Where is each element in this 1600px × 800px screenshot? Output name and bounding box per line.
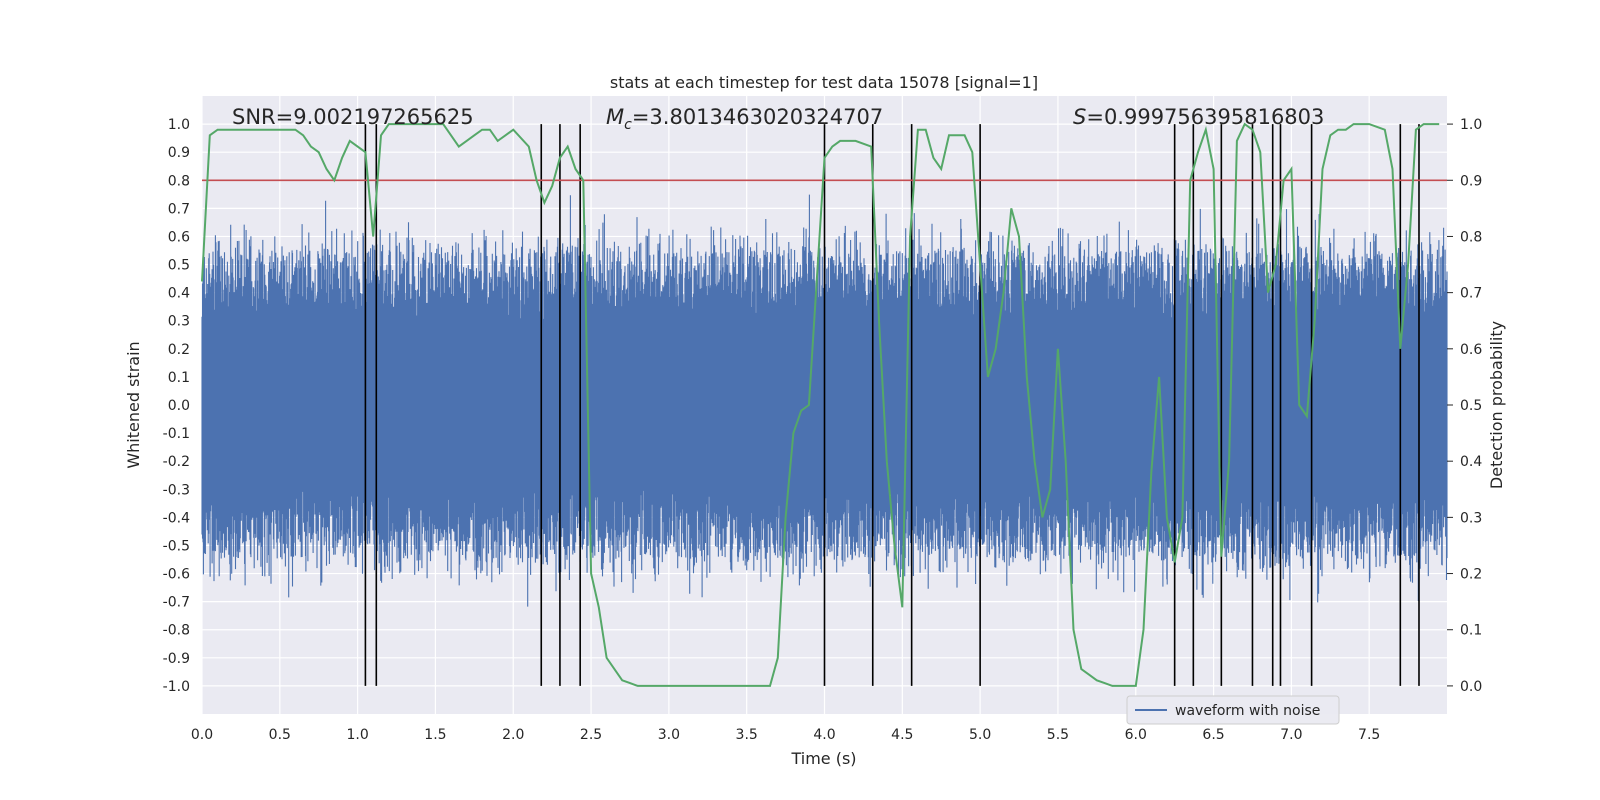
chirp-mass-annotation: Mc=3.8013463020324707 xyxy=(606,105,883,133)
x-tick-label: 4.5 xyxy=(891,727,913,743)
y2-tick-label: 0.4 xyxy=(1460,454,1482,470)
mc-value: =3.8013463020324707 xyxy=(632,105,883,129)
y2-tick-label: 0.8 xyxy=(1460,229,1482,245)
x-tick-labels: 0.0 0.5 1.0 1.5 2.0 2.5 3.0 3.5 4.0 4.5 5.0 5.5 6.0 6… xyxy=(191,727,1380,743)
detection-vertical-lines xyxy=(364,124,1420,686)
y-axis-label: Whitened strain xyxy=(124,341,143,468)
waveform-series xyxy=(201,194,1448,607)
s-annotation: S=0.999756395816803 xyxy=(1073,105,1324,129)
y-tick-label: 1.0 xyxy=(168,117,190,133)
y-tick-label: -0.2 xyxy=(163,454,190,470)
y-tick-label: -0.7 xyxy=(163,595,190,611)
s-symbol: S xyxy=(1073,105,1086,129)
y-tick-label: -0.6 xyxy=(163,567,190,583)
y2-tick-label: 0.1 xyxy=(1460,623,1482,639)
x-tick-label: 5.0 xyxy=(969,727,991,743)
snr-annotation: SNR=9.002197265625 xyxy=(232,105,474,129)
y-tick-label: 0.3 xyxy=(168,314,190,330)
y2-tick-label: 0.5 xyxy=(1460,398,1482,414)
x-tick-label: 0.0 xyxy=(191,727,213,743)
y-tick-label: 0.0 xyxy=(168,398,190,414)
y-tick-label: 0.8 xyxy=(168,173,190,189)
y-tick-labels: 1.0 0.9 0.8 0.7 0.6 0.5 0.4 0.3 0.2 0.1 0.0 -0.1 -0.… xyxy=(163,117,190,695)
y-tick-label: 0.5 xyxy=(168,258,190,274)
x-tick-label: 2.0 xyxy=(502,727,524,743)
x-tick-label: 6.0 xyxy=(1125,727,1147,743)
y2-axis-label: Detection probability xyxy=(1487,321,1506,489)
probability-series xyxy=(201,122,1440,687)
mc-symbol: M xyxy=(606,105,624,129)
x-tick-label: 1.0 xyxy=(346,727,368,743)
y-tick-label: 0.2 xyxy=(168,342,190,358)
y2-tick-label: 0.3 xyxy=(1460,510,1482,526)
y-tick-label: -0.3 xyxy=(163,482,190,498)
x-tick-label: 7.5 xyxy=(1358,727,1380,743)
y-tick-label: 0.9 xyxy=(168,145,190,161)
chart-title: stats at each timestep for test data 150… xyxy=(610,73,1038,92)
x-tick-label: 5.5 xyxy=(1047,727,1069,743)
x-tick-label: 6.5 xyxy=(1202,727,1224,743)
mc-subscript: c xyxy=(624,117,632,133)
x-tick-label: 4.0 xyxy=(813,727,835,743)
y-tick-label: -0.4 xyxy=(163,510,190,526)
y2-tick-label: 0.0 xyxy=(1460,679,1482,695)
y-tick-label: -0.1 xyxy=(163,426,190,442)
legend-box xyxy=(1126,695,1340,725)
y-tick-label: -0.9 xyxy=(163,651,190,667)
y-tick-label: -0.5 xyxy=(163,538,190,554)
y-tick-label: 0.7 xyxy=(168,201,190,217)
y-tick-label: 0.6 xyxy=(168,229,190,245)
x-tick-label: 3.5 xyxy=(736,727,758,743)
y-tick-label: -1.0 xyxy=(163,679,190,695)
x-tick-label: 0.5 xyxy=(269,727,291,743)
y-tick-label: 0.4 xyxy=(168,286,190,302)
y2-tick-label: 0.7 xyxy=(1460,286,1482,302)
x-tick-label: 3.0 xyxy=(658,727,680,743)
y2-tick-label: 0.6 xyxy=(1460,342,1482,358)
y-tick-label: -0.8 xyxy=(163,623,190,639)
y2-tick-labels: 1.0 0.9 0.8 0.7 0.6 0.5 0.4 0.3 0.2 0.1 0.0 xyxy=(1447,117,1482,695)
y-tick-label: 0.1 xyxy=(168,370,190,386)
legend: waveform with noise xyxy=(1126,695,1340,725)
y2-tick-label: 0.2 xyxy=(1460,567,1482,583)
y2-tick-label: 0.9 xyxy=(1460,173,1482,189)
legend-label: waveform with noise xyxy=(1175,703,1320,719)
x-tick-label: 7.0 xyxy=(1280,727,1302,743)
x-tick-label: 1.5 xyxy=(424,727,446,743)
x-axis-label: Time (s) xyxy=(790,749,856,768)
waveform-trace xyxy=(201,194,1448,607)
y2-tick-label: 1.0 xyxy=(1460,117,1482,133)
s-value: =0.999756395816803 xyxy=(1086,105,1324,129)
x-tick-label: 2.5 xyxy=(580,727,602,743)
